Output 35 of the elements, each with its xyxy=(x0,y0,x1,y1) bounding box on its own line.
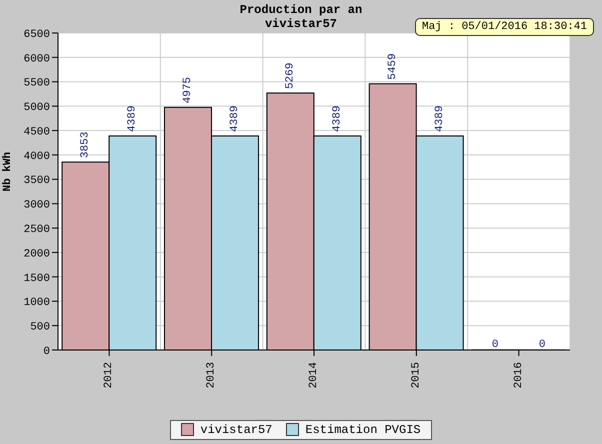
x-tick-label: 2016 xyxy=(512,362,525,388)
data-label: 4389 xyxy=(126,106,139,132)
data-label: 0 xyxy=(492,339,498,351)
data-label: 4389 xyxy=(228,106,241,132)
y-tick-label: 5500 xyxy=(24,78,50,90)
data-label: 4389 xyxy=(434,106,446,132)
y-tick-label: 0 xyxy=(43,346,50,358)
y-tick-label: 6500 xyxy=(24,28,50,41)
legend-label: Estimation PVGIS xyxy=(304,422,421,436)
y-tick-label: 3500 xyxy=(24,175,50,188)
y-tick-label: 3000 xyxy=(24,200,50,212)
y-tick-label: 500 xyxy=(30,322,50,334)
data-label: 4389 xyxy=(331,106,344,132)
data-label: 0 xyxy=(538,339,546,351)
chart-subtitle: vivistar57 xyxy=(264,17,337,31)
data-label: 5269 xyxy=(284,62,296,90)
y-tick-label: 5000 xyxy=(24,102,50,114)
x-tick-label: 2014 xyxy=(308,362,320,388)
y-tick-label: 4500 xyxy=(24,126,50,138)
y-tick-label: 6000 xyxy=(24,53,50,66)
x-tick-label: 2015 xyxy=(410,362,422,388)
y-tick-label: 2500 xyxy=(24,224,50,236)
y-tick-label: 1500 xyxy=(24,272,50,285)
chart-title: Production par an xyxy=(238,3,364,17)
legend-label: vivistar57 xyxy=(199,422,272,436)
y-tick-label: 4000 xyxy=(24,150,50,163)
x-tick-label: 2013 xyxy=(206,362,218,388)
data-label: 3853 xyxy=(80,132,92,158)
x-tick-label: 2012 xyxy=(103,362,116,388)
y-axis-title: Nb kWh xyxy=(2,152,14,192)
data-label: 5459 xyxy=(386,53,399,80)
y-tick-label: 2000 xyxy=(24,248,50,260)
y-tick-label: 1000 xyxy=(24,297,50,310)
text: Maj : 05/01/2016 18:30:41 xyxy=(414,18,594,36)
data-label: 4975 xyxy=(182,76,194,104)
